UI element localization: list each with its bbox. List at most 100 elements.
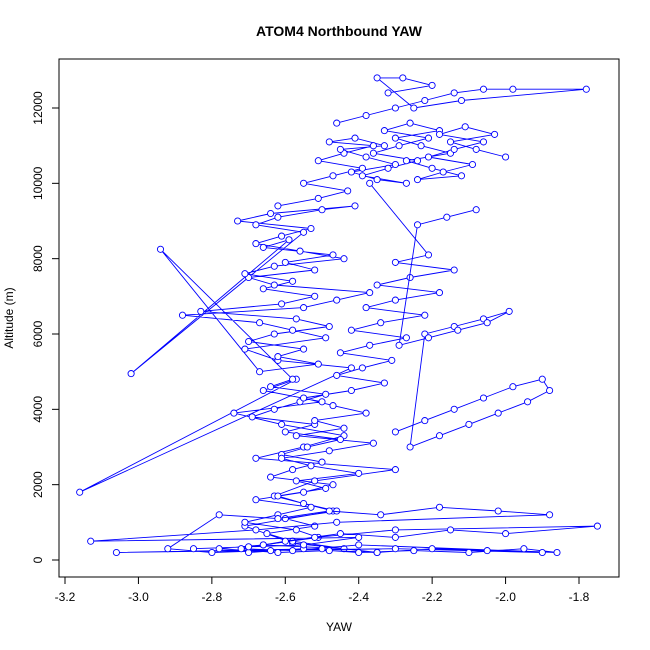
data-point xyxy=(347,386,355,395)
data-point xyxy=(322,390,330,398)
data-point xyxy=(344,187,352,195)
series-line xyxy=(336,77,587,124)
data-point xyxy=(366,341,374,349)
x-tick-label: -2.0 xyxy=(495,590,516,604)
y-tick-label: 12000 xyxy=(31,91,45,125)
data-point xyxy=(314,360,322,368)
data-point xyxy=(450,405,458,413)
data-point xyxy=(307,224,315,233)
data-point xyxy=(391,533,399,541)
data-point xyxy=(391,258,399,266)
data-point xyxy=(300,541,308,549)
data-point xyxy=(355,541,363,549)
data-point xyxy=(472,145,480,153)
data-point xyxy=(505,307,513,315)
data-point xyxy=(366,289,374,297)
data-point xyxy=(424,334,433,342)
plot-frame xyxy=(58,58,620,578)
data-point xyxy=(406,443,414,451)
series-line xyxy=(395,209,551,448)
data-point xyxy=(252,454,260,462)
series-line xyxy=(90,506,598,553)
data-point xyxy=(491,130,499,138)
data-point xyxy=(494,507,502,515)
data-point xyxy=(281,428,289,436)
data-point xyxy=(388,356,396,364)
x-tick-label: -2.8 xyxy=(202,590,223,604)
data-point xyxy=(424,134,433,142)
x-axis: -3.2 -3.0 -2.8 -2.6 -2.4 -2.2 -2.0 -1.8 xyxy=(55,576,590,604)
data-point xyxy=(311,292,319,300)
data-point xyxy=(347,168,355,176)
series-layer xyxy=(76,74,601,557)
data-point xyxy=(421,311,429,319)
data-point xyxy=(347,326,355,334)
data-point xyxy=(278,454,286,462)
data-point xyxy=(300,394,308,402)
data-point xyxy=(351,134,359,142)
data-point xyxy=(494,409,502,417)
data-point xyxy=(355,469,363,477)
data-point xyxy=(325,322,333,331)
data-point xyxy=(457,96,466,105)
data-point xyxy=(292,315,300,323)
data-point xyxy=(377,319,385,327)
x-axis-label: YAW xyxy=(326,620,353,634)
data-point xyxy=(296,247,304,255)
data-point xyxy=(241,518,249,526)
data-point xyxy=(413,176,422,184)
data-point xyxy=(546,386,554,395)
data-point xyxy=(314,157,322,165)
data-point xyxy=(333,119,341,127)
data-point xyxy=(424,251,433,259)
data-point xyxy=(215,545,223,553)
data-point xyxy=(322,334,330,342)
data-point xyxy=(300,345,308,353)
data-point xyxy=(380,127,388,135)
data-point xyxy=(322,484,330,492)
data-point xyxy=(245,543,253,551)
data-point xyxy=(318,206,326,214)
data-point xyxy=(509,383,517,391)
data-point xyxy=(87,537,95,545)
data-point xyxy=(267,547,275,555)
data-point xyxy=(428,81,436,89)
data-point xyxy=(189,545,198,553)
data-point xyxy=(399,74,407,82)
data-point xyxy=(435,432,444,440)
y-tick-label: 6000 xyxy=(31,320,45,347)
data-point xyxy=(355,533,363,541)
data-point xyxy=(245,337,253,346)
data-point xyxy=(336,435,344,444)
data-point xyxy=(406,119,414,127)
data-point xyxy=(395,142,403,150)
data-point xyxy=(325,138,333,146)
data-point xyxy=(377,511,385,519)
data-point xyxy=(252,496,260,504)
data-point xyxy=(289,277,297,285)
data-point xyxy=(380,142,388,150)
data-point xyxy=(538,548,546,557)
data-point xyxy=(311,533,319,541)
data-point xyxy=(479,394,488,402)
data-point xyxy=(366,179,374,187)
data-point xyxy=(325,507,333,515)
data-point xyxy=(509,85,517,93)
data-point xyxy=(465,420,473,428)
data-point xyxy=(300,488,308,496)
data-point xyxy=(446,138,455,146)
data-point xyxy=(281,258,289,266)
data-point xyxy=(340,424,348,432)
data-point xyxy=(230,409,238,417)
data-point xyxy=(112,548,120,557)
data-point xyxy=(435,289,444,297)
data-point xyxy=(156,245,165,253)
data-point xyxy=(391,545,399,553)
data-point xyxy=(443,213,451,221)
data-point xyxy=(351,202,359,210)
y-tick-label: 10000 xyxy=(31,166,45,200)
data-point xyxy=(270,330,278,338)
data-point xyxy=(259,243,267,251)
data-point xyxy=(413,221,422,229)
data-point xyxy=(289,466,297,474)
